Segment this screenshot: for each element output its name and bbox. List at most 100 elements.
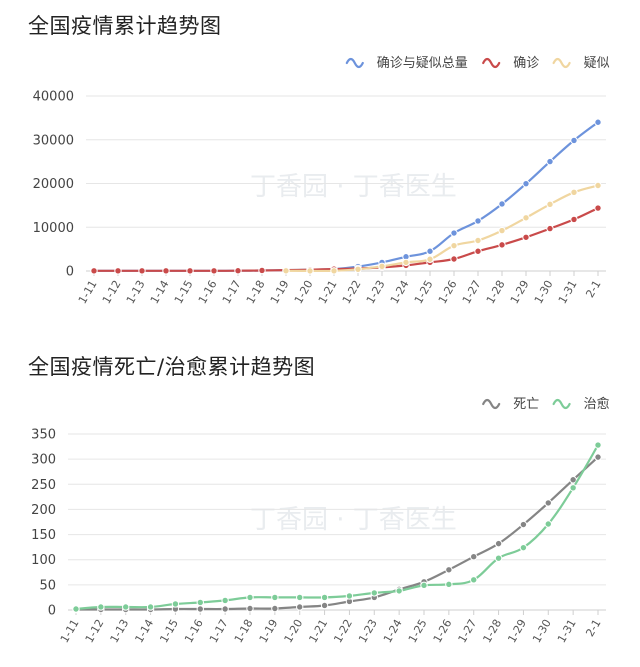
data-point[interactable] [522, 214, 530, 222]
x-tick-label: 1-21 [306, 617, 330, 645]
watermark-text: 丁香园 · 丁香医生 [250, 505, 457, 535]
data-point[interactable] [72, 605, 80, 613]
data-point[interactable] [186, 267, 194, 275]
data-point[interactable] [544, 520, 552, 528]
data-point[interactable] [271, 604, 279, 613]
data-point[interactable] [395, 587, 403, 595]
data-point[interactable] [519, 543, 528, 552]
data-point[interactable] [498, 241, 506, 249]
data-point[interactable] [426, 255, 434, 263]
data-point[interactable] [450, 255, 458, 263]
data-point[interactable] [420, 581, 428, 590]
data-point[interactable] [320, 593, 329, 602]
data-point[interactable] [138, 267, 146, 275]
legend-label[interactable]: 确诊与疑似总量 [377, 55, 468, 71]
data-point[interactable] [474, 217, 482, 225]
data-point[interactable] [445, 566, 453, 574]
data-point[interactable] [196, 598, 204, 607]
x-tick-label: 1-15 [157, 617, 181, 645]
data-point[interactable] [234, 267, 242, 275]
data-point[interactable] [162, 267, 170, 275]
x-tick-label: 1-21 [316, 278, 340, 306]
y-tick-label: 250 [31, 478, 56, 493]
data-point[interactable] [210, 267, 218, 275]
data-point[interactable] [570, 188, 578, 197]
data-point[interactable] [450, 229, 458, 237]
data-point[interactable] [494, 554, 503, 562]
data-point[interactable] [594, 441, 602, 449]
data-point[interactable] [402, 258, 410, 267]
data-point[interactable] [426, 247, 434, 255]
data-point[interactable] [246, 604, 254, 613]
data-point[interactable] [90, 267, 98, 275]
data-point[interactable] [470, 576, 478, 584]
data-point[interactable] [246, 593, 254, 602]
data-point[interactable] [450, 241, 458, 250]
y-tick-label: 100 [31, 553, 56, 568]
data-point[interactable] [97, 603, 105, 611]
x-tick-label: 1-26 [436, 278, 460, 306]
data-point[interactable] [320, 601, 329, 610]
data-point[interactable] [569, 484, 577, 492]
data-point[interactable] [594, 204, 602, 212]
data-point[interactable] [546, 157, 554, 166]
data-point[interactable] [498, 226, 506, 235]
x-tick-label: 1-30 [532, 278, 556, 306]
legend-label[interactable]: 确诊 [513, 56, 539, 71]
data-point[interactable] [544, 499, 552, 507]
data-point[interactable] [494, 539, 503, 548]
data-point[interactable] [354, 265, 362, 273]
data-point[interactable] [570, 136, 578, 145]
data-point[interactable] [522, 233, 530, 241]
data-point[interactable] [114, 267, 122, 275]
data-point[interactable] [370, 589, 378, 597]
x-tick-label: 1-23 [356, 617, 380, 645]
data-point[interactable] [570, 215, 578, 224]
data-point[interactable] [330, 267, 338, 275]
legend-label[interactable]: 疑似 [584, 55, 610, 71]
y-tick-label: 40000 [33, 90, 74, 105]
x-tick-label: 1-23 [364, 278, 388, 306]
watermark-text: 丁香园 · 丁香医生 [250, 172, 457, 202]
legend-label[interactable]: 死亡 [513, 397, 539, 412]
data-point[interactable] [345, 592, 354, 600]
data-point[interactable] [296, 593, 304, 602]
data-point[interactable] [522, 179, 530, 188]
data-point[interactable] [258, 266, 266, 275]
series-line [93, 207, 599, 272]
data-point[interactable] [306, 267, 314, 275]
data-point[interactable] [122, 603, 130, 611]
data-point[interactable] [594, 118, 602, 126]
x-tick-label: 1-19 [257, 617, 281, 645]
data-point[interactable] [171, 600, 180, 608]
x-tick-label: 1-15 [172, 278, 196, 306]
data-point[interactable] [594, 453, 602, 461]
data-point[interactable] [378, 262, 386, 271]
data-point[interactable] [546, 200, 554, 209]
x-tick-label: 1-30 [530, 617, 554, 645]
data-point[interactable] [296, 603, 304, 611]
data-point[interactable] [271, 593, 279, 602]
data-point[interactable] [445, 580, 453, 589]
data-point[interactable] [594, 181, 602, 190]
data-point[interactable] [221, 596, 229, 605]
legend-line-icon [345, 57, 364, 69]
data-point[interactable] [282, 267, 290, 275]
data-point[interactable] [546, 224, 554, 233]
data-point[interactable] [146, 603, 155, 611]
data-point[interactable] [196, 605, 204, 613]
x-tick-label: 1-24 [381, 617, 405, 645]
x-tick-label: 1-16 [182, 617, 206, 645]
legend-label[interactable]: 治愈 [584, 397, 610, 412]
data-point[interactable] [470, 552, 478, 561]
data-point[interactable] [498, 200, 506, 208]
data-point[interactable] [519, 520, 528, 529]
data-point[interactable] [569, 476, 577, 484]
data-point[interactable] [221, 605, 229, 613]
legend-line-icon [552, 57, 571, 69]
x-tick-label: 1-18 [232, 617, 256, 645]
data-point[interactable] [474, 236, 482, 245]
chart-title: 全国疫情死亡/治愈累计趋势图 [28, 355, 316, 379]
data-point[interactable] [474, 247, 482, 255]
